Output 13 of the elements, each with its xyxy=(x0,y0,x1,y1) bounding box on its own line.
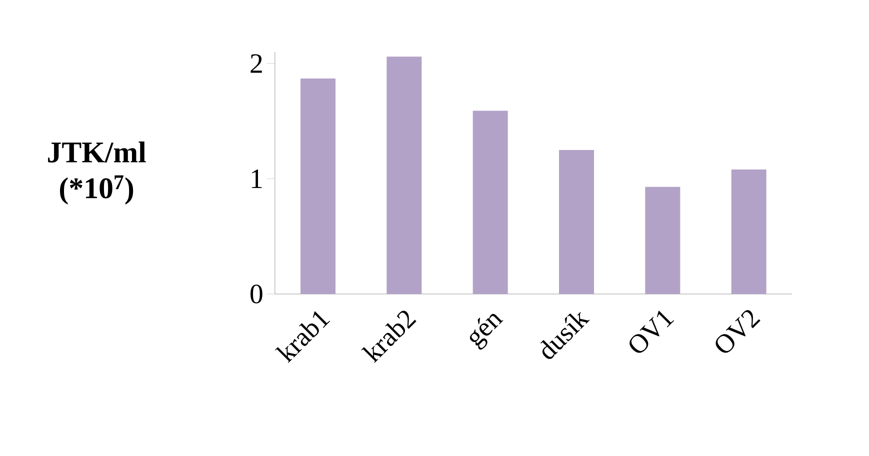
y-tick-label: 2 xyxy=(250,54,262,73)
y-tick-label: 1 xyxy=(252,170,262,188)
bar xyxy=(472,110,508,294)
y-tick-label: 0 xyxy=(250,284,262,304)
x-tick-label: gén xyxy=(470,314,504,350)
bar xyxy=(386,56,422,294)
y-axis-title: JTK/ml (*10$^{7}$) xyxy=(48,142,146,204)
bar xyxy=(645,186,680,294)
bar xyxy=(300,78,336,294)
bar xyxy=(731,170,766,294)
x-tick-label: OV2 xyxy=(716,310,760,353)
x-tick-label: OV1 xyxy=(630,310,674,353)
bar xyxy=(559,150,594,294)
